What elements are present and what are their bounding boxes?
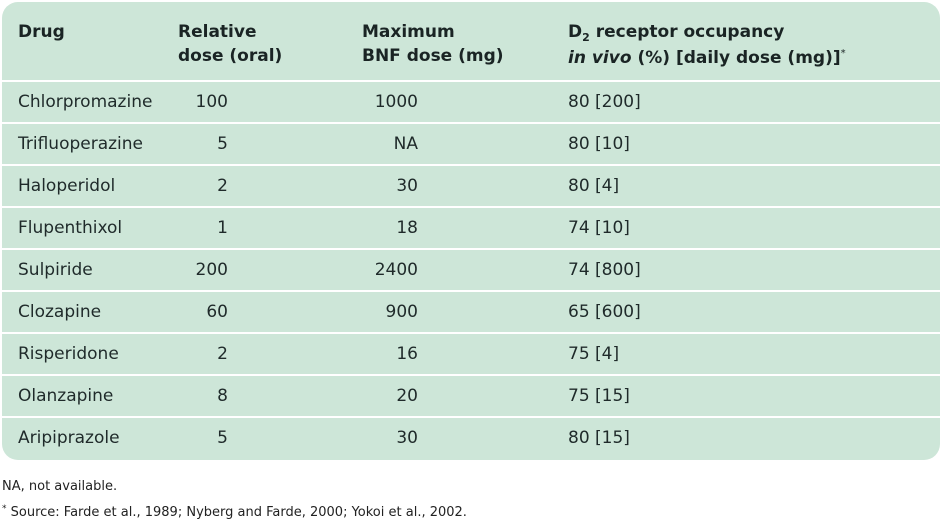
table-row: Trifluoperazine 5 NA 80 [10] <box>2 122 940 165</box>
d2-occupancy-cell: 75 [4] <box>568 344 620 364</box>
header-max-bnf-dose: Maximum BNF dose (mg) <box>362 22 504 66</box>
table-row: Olanzapine 8 20 75 [15] <box>2 374 940 417</box>
max-bnf-dose-cell: 16 <box>396 344 418 364</box>
drug-table: Drug Relative dose (oral) Maximum BNF do… <box>2 2 940 460</box>
max-bnf-dose-cell: 30 <box>396 428 418 448</box>
drug-cell: Risperidone <box>18 344 119 364</box>
drug-cell: Flupenthixol <box>18 218 123 238</box>
footnote-na: NA, not available. <box>2 479 118 494</box>
d2-occupancy-cell: 65 [600] <box>568 302 641 322</box>
drug-cell: Trifluoperazine <box>18 134 144 154</box>
source-marker: * <box>2 504 7 514</box>
table-row: Chlorpromazine 100 1000 80 [200] <box>2 80 940 123</box>
header-d2-occupancy: D2 receptor occupancy in vivo (%) [daily… <box>568 20 846 73</box>
d2-occupancy-cell: 75 [15] <box>568 386 630 406</box>
max-bnf-dose-cell: 1000 <box>374 92 418 112</box>
drug-cell: Aripiprazole <box>18 428 120 448</box>
table-row: Aripiprazole 5 30 80 [15] <box>2 416 940 459</box>
d2-occupancy-cell: 74 [10] <box>568 218 630 238</box>
d2-subscript: 2 <box>582 31 590 44</box>
footnote-marker: * <box>840 48 846 59</box>
max-bnf-dose-cell: 30 <box>396 176 418 196</box>
d2-occupancy-cell: 80 [10] <box>568 134 630 154</box>
table-row: Clozapine 60 900 65 [600] <box>2 290 940 333</box>
table-row: Sulpiride 200 2400 74 [800] <box>2 248 940 291</box>
relative-dose-cell: 60 <box>206 302 228 322</box>
header-drug: Drug <box>18 22 65 42</box>
d2-occupancy-cell: 80 [15] <box>568 428 630 448</box>
relative-dose-cell: 5 <box>217 428 228 448</box>
d2-unit-label: (%) [daily dose (mg)] <box>631 48 841 68</box>
relative-dose-cell: 100 <box>195 92 228 112</box>
relative-dose-cell: 200 <box>195 260 228 280</box>
max-bnf-dose-cell: 900 <box>385 302 418 322</box>
table-row: Flupenthixol 1 18 74 [10] <box>2 206 940 249</box>
drug-cell: Olanzapine <box>18 386 114 406</box>
drug-cell: Clozapine <box>18 302 102 322</box>
d2-occupancy-cell: 80 [200] <box>568 92 641 112</box>
relative-dose-cell: 5 <box>217 134 228 154</box>
relative-dose-cell: 8 <box>217 386 228 406</box>
footnote-source: * Source: Farde et al., 1989; Nyberg and… <box>2 504 467 523</box>
source-text: Source: Farde et al., 1989; Nyberg and F… <box>6 505 467 520</box>
table-row: Risperidone 2 16 75 [4] <box>2 332 940 375</box>
max-bnf-dose-cell: NA <box>393 134 418 154</box>
d2-occupancy-cell: 74 [800] <box>568 260 641 280</box>
header-relative-dose: Relative dose (oral) <box>178 22 283 66</box>
table-header: Drug Relative dose (oral) Maximum BNF do… <box>2 2 940 80</box>
relative-dose-cell: 1 <box>217 218 228 238</box>
d2-suffix: receptor occupancy <box>589 22 785 42</box>
d2-occupancy-cell: 80 [4] <box>568 176 620 196</box>
max-bnf-dose-cell: 20 <box>396 386 418 406</box>
drug-cell: Sulpiride <box>18 260 93 280</box>
d2-prefix: D <box>568 22 583 42</box>
drug-cell: Haloperidol <box>18 176 116 196</box>
max-bnf-dose-cell: 2400 <box>374 260 418 280</box>
relative-dose-cell: 2 <box>217 176 228 196</box>
relative-dose-cell: 2 <box>217 344 228 364</box>
table-row: Haloperidol 2 30 80 [4] <box>2 164 940 207</box>
drug-cell: Chlorpromazine <box>18 92 153 112</box>
in-vivo-label: in vivo <box>568 48 632 68</box>
max-bnf-dose-cell: 18 <box>396 218 418 238</box>
